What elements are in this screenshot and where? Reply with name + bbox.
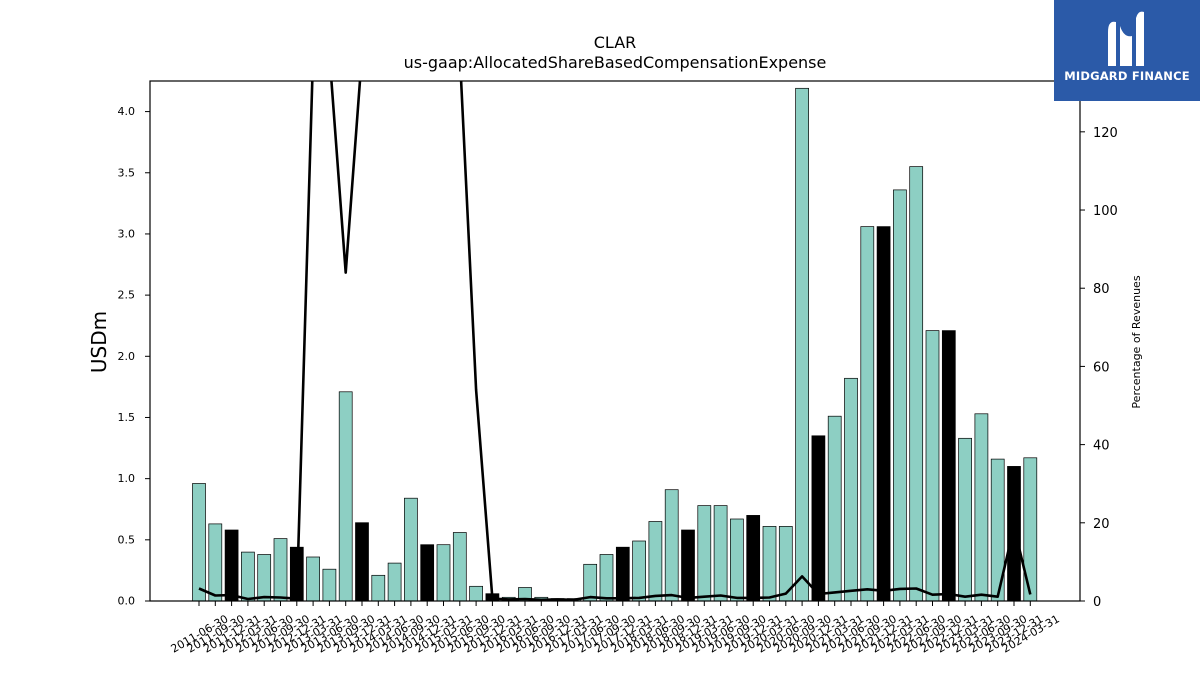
y2-tick-label: 120 <box>1093 126 1118 141</box>
chart-subtitle: us-gaap:AllocatedShareBasedCompensationE… <box>404 53 827 72</box>
bar-2019-03-31 <box>697 505 712 602</box>
bar-2013-12-31 <box>355 522 369 602</box>
bar-2015-09-30 <box>469 585 483 602</box>
bar-2023-03-31 <box>958 437 972 602</box>
y2-tick-label: 40 <box>1093 439 1110 454</box>
revenue-percentage-line <box>198 81 1032 601</box>
logo-text: MIDGARD FINANCE <box>1064 69 1190 83</box>
bar-2014-09-30 <box>404 497 418 602</box>
bar-2019-09-30 <box>730 518 744 602</box>
bar-2012-09-30 <box>273 538 288 602</box>
y2-tick-label: 100 <box>1093 204 1118 219</box>
y-tick-label: 1.0 <box>118 472 136 485</box>
y-axis-label: USDm <box>87 311 111 373</box>
y2-axis-label: Percentage of Revenues <box>1130 275 1143 408</box>
bar-2021-03-31 <box>827 415 842 602</box>
bar-2017-06-30 <box>583 563 598 602</box>
bar-2013-06-30 <box>322 568 337 602</box>
chart-title: CLAR <box>594 33 637 52</box>
bar-2014-03-31 <box>371 574 386 602</box>
bar-2019-12-31 <box>746 515 761 602</box>
plot-frame <box>149 80 1081 602</box>
y2-tick-label: 60 <box>1093 360 1110 375</box>
bar-2020-09-30 <box>795 87 809 602</box>
bar-2012-06-30 <box>257 554 272 602</box>
y2-tick-label: 80 <box>1093 282 1110 297</box>
bar-2013-09-30 <box>338 391 353 602</box>
y-tick-label: 1.5 <box>118 411 136 424</box>
bar-2022-03-31 <box>893 189 907 602</box>
bar-2014-12-31 <box>420 544 435 602</box>
bar-2023-12-31 <box>1007 466 1021 602</box>
y-tick-label: 3.0 <box>118 227 136 240</box>
y-tick-label: 0.5 <box>118 533 136 546</box>
y-tick-label: 2.5 <box>118 289 136 302</box>
bar-2023-06-30 <box>974 413 989 602</box>
y-tick-label: 3.5 <box>118 166 136 179</box>
bar-2012-03-31 <box>241 551 255 602</box>
midgard-logo: MIDGARD FINANCE <box>1054 0 1200 101</box>
bar-2017-12-31 <box>615 546 630 602</box>
bar-2020-12-31 <box>811 435 826 602</box>
bar-2022-12-31 <box>941 330 956 602</box>
bar-2019-06-30 <box>713 505 728 602</box>
bar-2021-06-30 <box>844 377 858 602</box>
bar-2011-12-31 <box>224 529 239 602</box>
bar-2015-03-31 <box>436 544 451 602</box>
midgard-logo-icon <box>1108 11 1144 67</box>
bar-2022-09-30 <box>925 330 940 602</box>
axes: 0.0 0.5 1.0 1.5 2.0 2.5 3.0 3.5 4.0 0 20 40 60 80 100 1… <box>118 80 1118 656</box>
y2-tick-label: 20 <box>1093 517 1110 532</box>
y2-tick-label: 0 <box>1093 595 1101 610</box>
bar-2021-12-31 <box>876 226 891 602</box>
revenue-percentage-series <box>198 81 1032 601</box>
y-tick-label: 4.0 <box>118 105 136 118</box>
y-tick-label: 0.0 <box>118 595 136 608</box>
bar-series <box>192 87 1038 602</box>
bar-2014-06-30 <box>387 562 402 602</box>
bar-2011-06-30 <box>192 483 206 602</box>
bar-2011-09-30 <box>208 523 223 602</box>
bar-2018-03-31 <box>632 540 646 602</box>
y-tick-label: 2.0 <box>118 350 136 363</box>
bar-2020-03-31 <box>762 526 777 602</box>
bar-2013-03-31 <box>306 556 320 602</box>
bar-2015-06-30 <box>452 532 467 602</box>
bar-2017-09-30 <box>599 554 614 602</box>
bar-2018-06-30 <box>648 521 663 602</box>
bar-2021-09-30 <box>860 226 875 602</box>
bar-2018-09-30 <box>664 489 679 602</box>
bar-2022-06-30 <box>909 166 924 602</box>
bar-2018-12-31 <box>681 529 695 602</box>
